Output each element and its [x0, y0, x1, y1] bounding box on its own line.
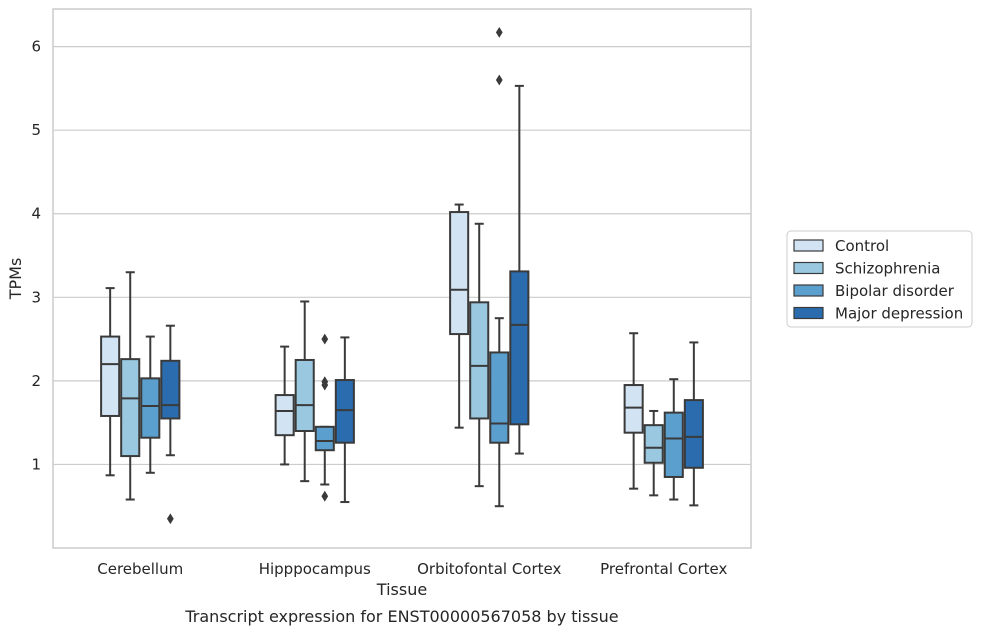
box-schizophrenia — [643, 409, 664, 497]
box-iqr — [643, 424, 664, 464]
box-control — [274, 345, 295, 466]
box-control — [100, 287, 121, 477]
box-iqr — [160, 359, 181, 420]
chart-caption: Transcript expression for ENST0000056705… — [184, 607, 618, 626]
box-bipolar-disorder — [314, 425, 335, 486]
box-iqr — [509, 270, 530, 426]
outlier-point — [495, 74, 503, 86]
outlier-point — [321, 333, 329, 345]
outliers — [166, 26, 503, 525]
y-tick-label: 6 — [31, 38, 41, 56]
legend-swatch — [793, 284, 824, 297]
y-tick-label: 5 — [31, 121, 41, 139]
y-tick-label: 3 — [31, 288, 41, 306]
box-iqr — [449, 211, 470, 336]
box-bipolar-disorder — [663, 378, 684, 501]
x-axis-label: Tissue — [376, 580, 427, 599]
x-tick-label: Hipppocampus — [259, 560, 371, 578]
box-iqr — [294, 358, 315, 433]
outlier-point — [166, 513, 174, 525]
box-iqr — [140, 377, 161, 439]
legend-swatch — [793, 261, 824, 275]
box-iqr — [100, 335, 121, 417]
box-iqr — [274, 394, 295, 437]
outlier-point — [495, 26, 503, 38]
outlier-point — [321, 490, 329, 502]
legend-swatch — [793, 239, 824, 252]
box-control — [449, 203, 470, 429]
legend-swatch — [793, 306, 824, 320]
y-tick-label: 1 — [31, 455, 41, 473]
box-iqr — [334, 379, 355, 444]
outlier-point — [321, 376, 329, 388]
box-schizophrenia — [120, 271, 141, 501]
legend-label: Major depression — [835, 305, 963, 323]
box-major-depression — [160, 324, 181, 457]
box-major-depression — [683, 341, 704, 507]
box-major-depression — [509, 84, 530, 455]
y-axis-label: TPMs — [6, 258, 25, 301]
legend-label: Schizophrenia — [835, 260, 940, 278]
legend-label: Bipolar disorder — [835, 282, 955, 300]
box-bipolar-disorder — [140, 335, 161, 474]
legend: Control Schizophrenia Bipolar disorder Majo… — [786, 230, 973, 328]
y-tick-label: 4 — [31, 205, 41, 223]
box-iqr — [314, 425, 335, 452]
box-iqr — [469, 301, 490, 420]
box-iqr — [489, 351, 510, 444]
box-iqr — [623, 384, 644, 434]
box-schizophrenia — [469, 222, 490, 488]
legend-box — [786, 230, 973, 328]
x-tick-label: Prefrontal Cortex — [600, 560, 727, 578]
box-iqr — [663, 411, 684, 478]
x-tick-label: Cerebellum — [97, 560, 183, 578]
box-control — [623, 332, 644, 490]
y-tick-labels: 1 2 3 4 5 6 — [31, 38, 41, 474]
plot-frame — [52, 8, 752, 549]
x-tick-label: Orbitofontal Cortex — [417, 560, 561, 578]
y-tick-label: 2 — [31, 372, 41, 390]
x-tick-labels: Cerebellum Hipppocampus Orbitofontal Corte… — [97, 560, 727, 578]
box-iqr — [120, 358, 141, 458]
box-schizophrenia — [294, 300, 315, 483]
box-major-depression — [334, 336, 355, 504]
box-bipolar-disorder — [489, 317, 510, 508]
box-iqr — [683, 399, 704, 469]
legend-label: Control — [835, 237, 889, 255]
boxes — [100, 84, 704, 508]
